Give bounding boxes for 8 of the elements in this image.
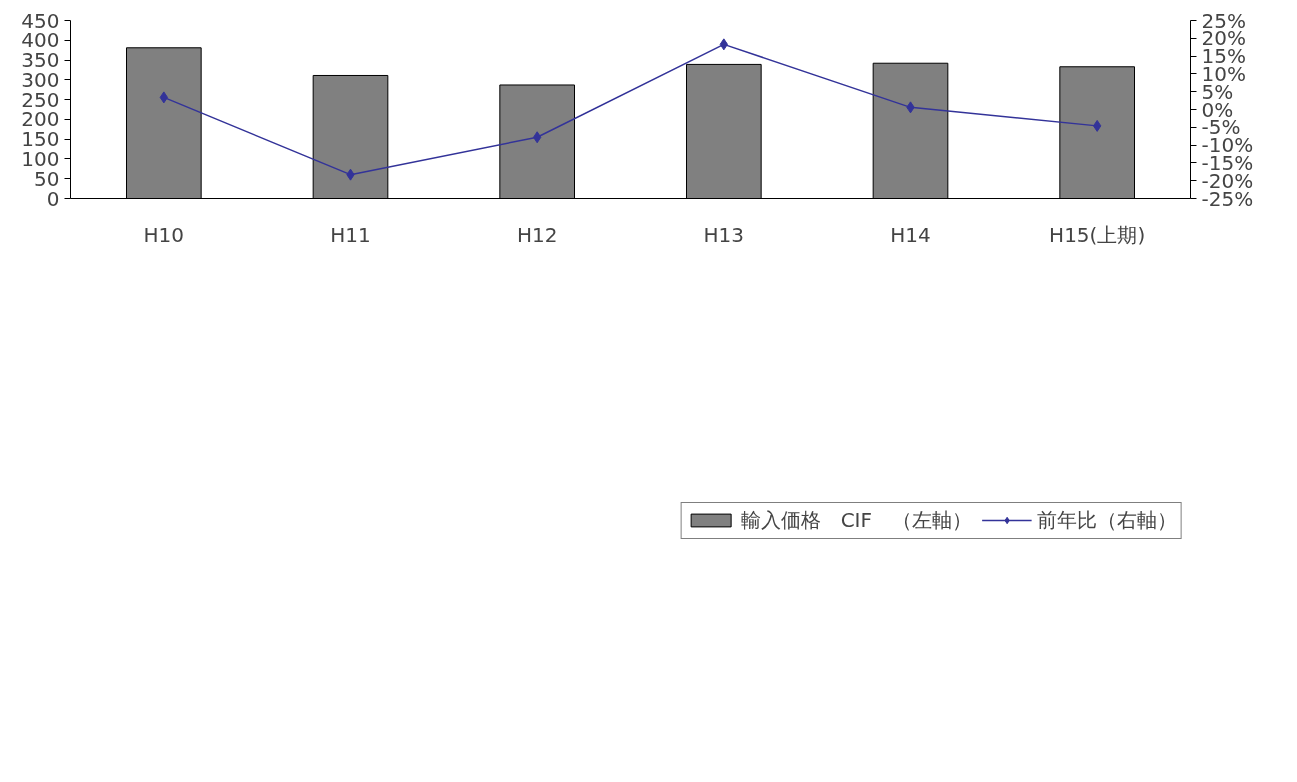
x-tick-label: H14 [890,222,931,247]
x-tick-label: H11 [330,222,371,247]
legend-label: 前年比（右軸） [1037,506,1177,534]
legend-label: 輸入価格 CIF （左軸） [740,506,972,534]
x-tick-label: H13 [703,222,745,247]
x-tick-label: H12 [516,222,558,247]
x-tick-label: H15(上期) [1049,222,1146,247]
x-tick-label: H10 [143,222,185,247]
